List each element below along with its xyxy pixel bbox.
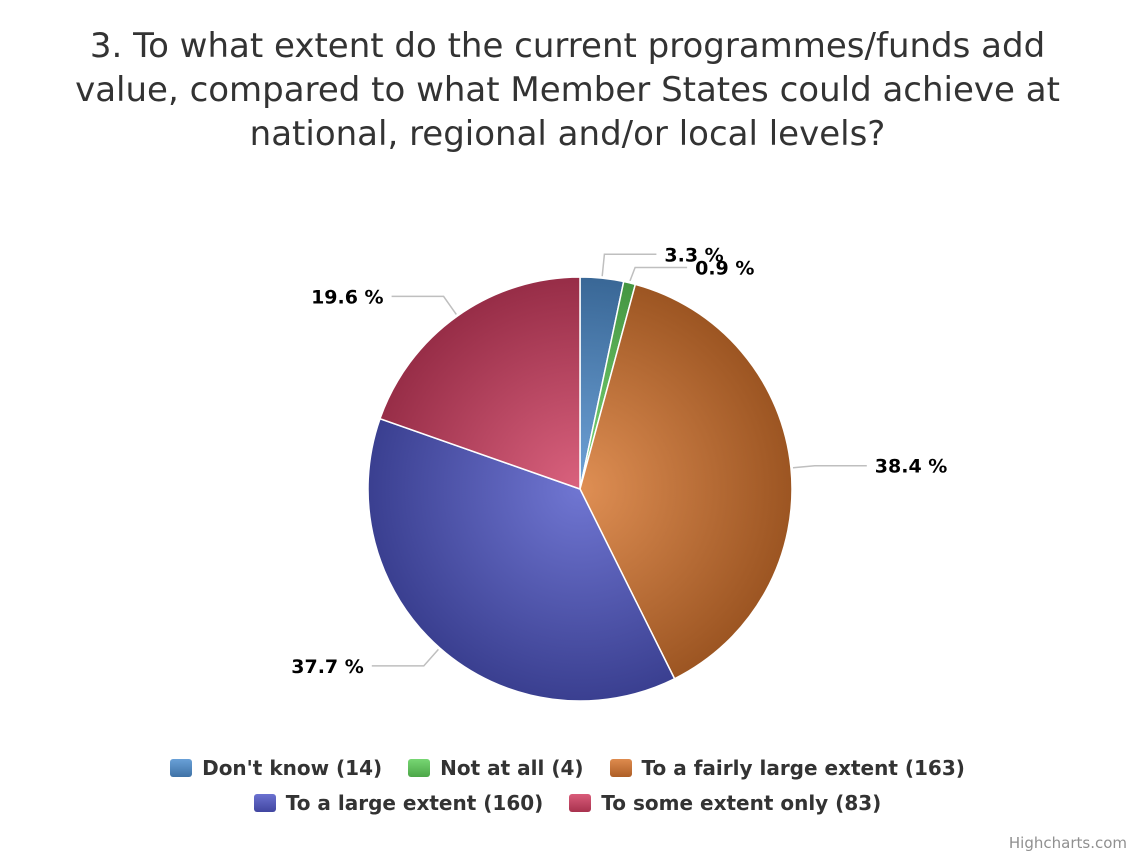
chart-title-line-2: value, compared to what Member States co… bbox=[75, 70, 1060, 110]
legend-swatch bbox=[408, 759, 431, 777]
legend-swatch bbox=[569, 794, 592, 812]
legend-label: To some extent only (83) bbox=[601, 791, 882, 815]
pie-slice-to-a-fairly-large-extent[interactable] bbox=[579, 283, 793, 680]
legend-swatch bbox=[253, 794, 276, 812]
data-label-not-at-all: 0.9 % bbox=[695, 258, 754, 280]
legend-item-not-at-all[interactable]: Not at all (4) bbox=[408, 755, 584, 781]
connector-not-at-all bbox=[629, 266, 688, 282]
data-label-to-a-fairly-large-extent: 38.4 % bbox=[875, 456, 948, 478]
legend-row: Don't know (14) Not at all (4) To a fairly… bbox=[0, 755, 1135, 781]
legend-item-to-some-extent-only[interactable]: To some extent only (83) bbox=[569, 790, 881, 816]
chart-title: 3. To what extent do the current program… bbox=[60, 24, 1075, 156]
data-label-to-some-extent-only: 19.6 % bbox=[311, 286, 384, 308]
legend-label: Not at all (4) bbox=[440, 756, 584, 780]
connector-to-a-large-extent bbox=[371, 648, 439, 667]
chart-title-line-3: national, regional and/or local levels? bbox=[249, 114, 886, 154]
legend-item-don-t-know[interactable]: Don't know (14) bbox=[170, 755, 382, 781]
legend: Don't know (14) Not at all (4) To a fairly… bbox=[0, 755, 1135, 825]
chart-title-line-1: 3. To what extent do the current program… bbox=[89, 26, 1046, 66]
data-label-to-a-large-extent: 37.7 % bbox=[291, 656, 364, 678]
connector-don-t-know bbox=[601, 253, 657, 277]
legend-row: To a large extent (160) To some extent on… bbox=[0, 790, 1135, 816]
legend-label: Don't know (14) bbox=[202, 756, 383, 780]
legend-label: To a fairly large extent (163) bbox=[641, 756, 965, 780]
pie-slice-to-some-extent-only[interactable] bbox=[379, 276, 581, 490]
legend-swatch bbox=[609, 759, 632, 777]
credits-link[interactable]: Highcharts.com bbox=[1008, 834, 1127, 852]
legend-item-to-a-fairly-large-extent[interactable]: To a fairly large extent (163) bbox=[609, 755, 965, 781]
data-label-don-t-know: 3.3 % bbox=[664, 244, 723, 266]
connector-to-some-extent-only bbox=[391, 295, 457, 315]
legend-item-to-a-large-extent[interactable]: To a large extent (160) bbox=[253, 790, 544, 816]
pie-slice-to-a-large-extent[interactable] bbox=[367, 417, 676, 702]
connector-to-a-fairly-large-extent bbox=[792, 464, 867, 469]
legend-swatch bbox=[170, 759, 193, 777]
legend-label: To a large extent (160) bbox=[285, 791, 544, 815]
